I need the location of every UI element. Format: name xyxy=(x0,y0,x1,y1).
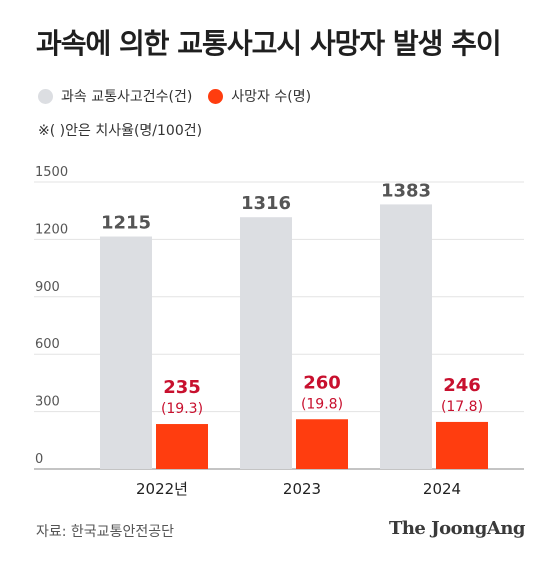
source-text: 자료: 한국교통안전공단 xyxy=(36,524,174,540)
y-tick-label: 900 xyxy=(35,280,60,295)
legend-swatch-deaths xyxy=(208,88,224,104)
data-label-deaths: 246 xyxy=(443,375,481,396)
y-tick-label: 600 xyxy=(35,337,60,352)
data-label-fatality-rate: (19.8) xyxy=(301,396,343,412)
y-tick-label: 0 xyxy=(35,452,43,467)
chart-title: 과속에 의한 교통사고시 사망자 발생 추이 xyxy=(36,27,502,60)
bar-accidents xyxy=(380,204,432,470)
y-tick-label: 300 xyxy=(35,395,60,410)
y-tick-label: 1200 xyxy=(35,222,68,237)
data-label-fatality-rate: (17.8) xyxy=(441,399,483,415)
legend-label-deaths: 사망자 수(명) xyxy=(231,89,312,105)
legend-label-accidents: 과속 교통사고건수(건) xyxy=(61,89,193,105)
bar-deaths xyxy=(296,419,348,469)
data-label-deaths: 260 xyxy=(303,372,341,393)
y-tick-label: 1500 xyxy=(35,165,68,180)
bar-deaths xyxy=(436,421,488,469)
chart-legend: 과속 교통사고건수(건) 사망자 수(명) xyxy=(38,86,327,106)
data-label-fatality-rate: (19.3) xyxy=(161,401,203,417)
data-label-deaths: 235 xyxy=(163,377,201,398)
legend-item-accidents: 과속 교통사고건수(건) xyxy=(38,86,192,106)
data-label-accidents: 1316 xyxy=(241,193,291,214)
data-label-accidents: 1383 xyxy=(381,180,431,201)
legend-item-deaths: 사망자 수(명) xyxy=(208,86,311,106)
bar-deaths xyxy=(156,424,208,469)
legend-swatch-accidents xyxy=(38,88,53,104)
data-label-accidents: 1215 xyxy=(101,213,151,234)
bar-accidents xyxy=(100,236,152,469)
fatality-rate-note: ※( )안은 치사율(명/100건) xyxy=(38,123,203,139)
x-tick-label: 2022년 xyxy=(136,480,188,498)
x-tick-label: 2024 xyxy=(423,480,461,498)
x-tick-label: 2023 xyxy=(283,480,321,498)
brand-logo: The JoongAng xyxy=(388,518,526,539)
bar-accidents xyxy=(240,217,292,469)
